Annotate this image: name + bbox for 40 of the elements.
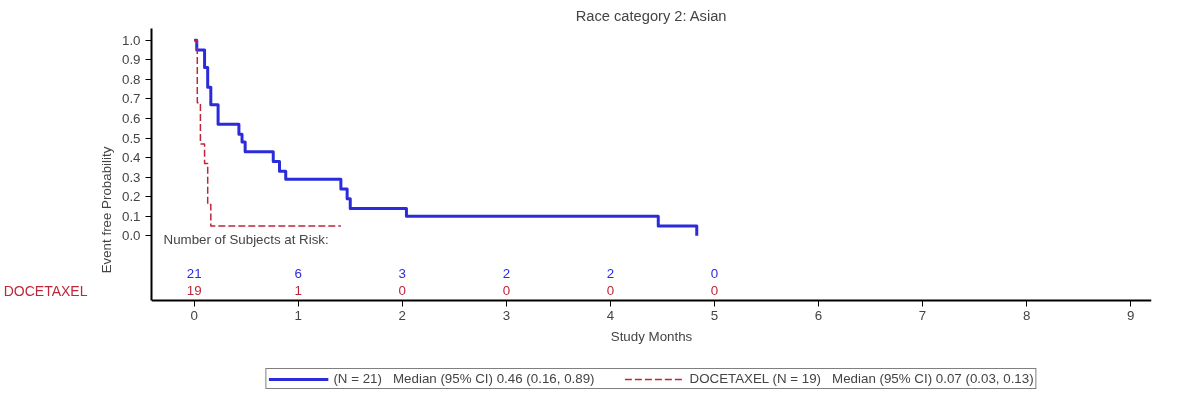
- y-tick-label: 1.0: [121, 32, 141, 48]
- y-axis-title: Event free Probability: [98, 146, 114, 274]
- annotation: 6: [294, 265, 302, 281]
- y-tick-label: 0.8: [121, 71, 141, 87]
- y-tick-label: 0.0: [121, 228, 141, 244]
- annotation: 0: [710, 265, 719, 281]
- y-tick-label: 0.1: [121, 208, 141, 224]
- x-tick-label: 6: [814, 308, 823, 324]
- annotation: 19: [186, 283, 202, 299]
- y-tick-label: 0.6: [121, 110, 141, 126]
- y-tick-label: 0.2: [121, 189, 141, 205]
- y-tick-label: 0.9: [121, 52, 141, 68]
- x-axis-title: Study Months: [610, 328, 693, 344]
- x-tick-label: 7: [918, 308, 927, 324]
- y-tick-label: 0.3: [121, 169, 141, 185]
- y-tick-label: 0.7: [121, 91, 141, 107]
- chart-title: Race category 2: Asian: [575, 7, 727, 24]
- text: DOCETAXEL: [3, 282, 88, 299]
- y-tick-label: 0.5: [121, 130, 141, 146]
- annotation: 2: [606, 265, 615, 281]
- y-tick-label: 0.4: [121, 150, 142, 166]
- annotation: 0: [398, 283, 406, 299]
- x-tick-label: 8: [1022, 308, 1031, 324]
- annotation: 21: [186, 265, 202, 281]
- annotation: 0: [710, 283, 719, 299]
- x-tick-label: 5: [710, 308, 719, 324]
- x-tick-label: 9: [1126, 308, 1135, 324]
- annotation: 1: [294, 283, 302, 299]
- legend-label: DOCETAXEL (N = 19) Median (95% CI) 0.07 (0.03, 0.13): [689, 371, 1034, 386]
- x-tick-label: 2: [398, 308, 406, 324]
- annotation: 0: [502, 283, 511, 299]
- x-tick-label: 3: [502, 308, 511, 324]
- annotation: 2: [502, 265, 511, 281]
- legend-label: (N = 21) Median (95% CI) 0.46 (0.16, 0.89): [333, 371, 595, 386]
- x-tick-label: 0: [190, 308, 198, 324]
- x-tick-label: 1: [294, 308, 302, 324]
- annotation: Number of Subjects at Risk:: [163, 231, 329, 247]
- annotation: 0: [606, 283, 615, 299]
- x-tick-label: 4: [606, 308, 615, 324]
- annotation: 3: [398, 265, 406, 281]
